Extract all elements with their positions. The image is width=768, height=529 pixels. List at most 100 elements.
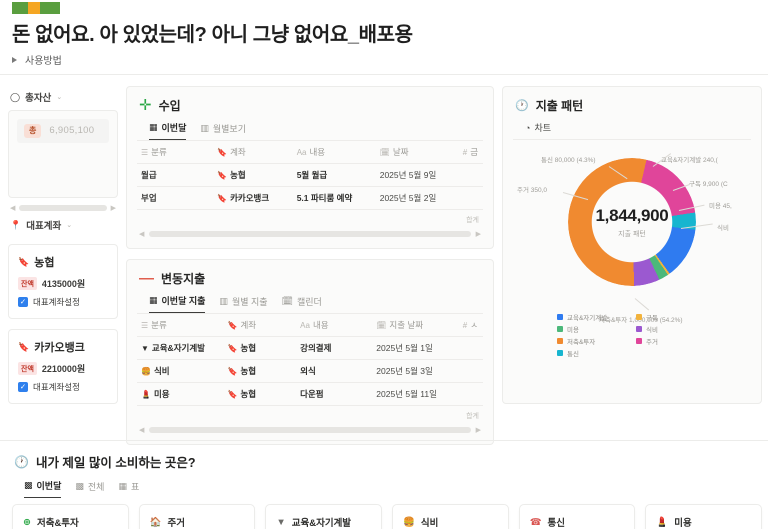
account-default-row[interactable]: ✓ 대표계좌설정 xyxy=(18,296,108,308)
chart-annotation: 식비 xyxy=(717,225,729,232)
legend-item[interactable]: 식비 xyxy=(636,324,707,334)
scroll-right-icon[interactable]: ▶ xyxy=(110,205,116,212)
tab-expense-calendar[interactable]: 🗓 캘린더 xyxy=(282,295,322,313)
donut-graphic: 1,844,900 지출 패턴 xyxy=(568,158,696,286)
expense-table-scrollbar[interactable]: ◀ ▶ xyxy=(137,423,483,436)
tab-bottom-table[interactable]: ▦ 표 xyxy=(118,480,139,498)
col-amount[interactable]: # ㅅ xyxy=(458,313,483,337)
category-icon: ▼ xyxy=(141,344,149,353)
account-card[interactable]: 🔖 카카오뱅크 잔액 2210000원 ✓ 대표계좌설정 xyxy=(8,329,118,404)
col-date[interactable]: 🗓 날짜 xyxy=(375,140,459,164)
leader-line xyxy=(634,298,650,311)
table-row[interactable]: 월급 🔖 농협 5월 월급 2025년 5월 9일 xyxy=(137,163,483,187)
bottom-title-row: 🕐 내가 제일 많이 소비하는 곳은? xyxy=(10,448,762,479)
table-row[interactable]: 💄 미용 🔖 농협 다운펌 2025년 5월 11일 xyxy=(137,382,483,406)
table-icon: ▦ xyxy=(149,295,158,305)
col-category[interactable]: ☰ 분류 xyxy=(137,313,224,337)
income-panel: ✛ 수입 ▦ 이번달 ▥ 월별보기 ☰ 분류 🔖 계좌 Aa 내용 xyxy=(126,86,494,249)
scroll-track[interactable] xyxy=(149,231,471,237)
table-row[interactable]: 🍔 식비 🔖 농협 외식 2025년 5월 3일 xyxy=(137,359,483,383)
legend-swatch xyxy=(636,314,642,320)
account-default-row[interactable]: ✓ 대표계좌설정 xyxy=(18,381,108,393)
tab-label: 이번달 xyxy=(161,123,187,133)
col-account[interactable]: 🔖 계좌 xyxy=(213,140,293,164)
checkbox-checked-icon[interactable]: ✓ xyxy=(18,297,28,307)
usage-toggle[interactable]: 사용방법 xyxy=(12,52,62,67)
cell-amount xyxy=(458,359,483,383)
cell-memo: 외식 xyxy=(296,359,373,383)
donut-ring[interactable] xyxy=(568,158,696,286)
pin-icon: 📍 xyxy=(10,219,22,230)
tab-bottom-this-month[interactable]: ▩ 이번달 xyxy=(24,479,62,498)
scroll-track[interactable] xyxy=(19,205,107,211)
legend-item[interactable]: 주거 xyxy=(636,336,707,346)
legend-item[interactable]: 교육&자기계발 xyxy=(557,312,628,322)
col-category[interactable]: ☰ 분류 xyxy=(137,140,214,164)
col-memo[interactable]: Aa 내용 xyxy=(292,140,376,164)
cell-category: 부업 xyxy=(137,186,214,210)
total-asset-header[interactable]: ◯ 총자산 ⌄ xyxy=(8,86,118,110)
expense-tabs[interactable]: ▦ 이번달 지출 ▥ 월별 지출 🗓 캘린더 xyxy=(137,294,483,313)
tab-chart[interactable]: ◔ 차트 xyxy=(525,121,551,139)
spending-pattern-panel: 🕐 지출 패턴 ◔ 차트 1,844,900 지출 패턴 통신 80,000 ( xyxy=(502,86,762,404)
cell-memo: 5.1 파티룸 예약 xyxy=(292,186,376,210)
cell-date: 2025년 5월 2일 xyxy=(375,186,459,210)
main-account-header[interactable]: 📍 대표계좌 ⌄ xyxy=(8,214,118,238)
tab-bottom-all[interactable]: ▩ 전체 xyxy=(75,480,104,498)
legend-item[interactable]: 통신 xyxy=(557,348,628,358)
spending-card[interactable]: 🍔 식비 xyxy=(392,504,509,529)
tab-income-monthly[interactable]: ▥ 월별보기 xyxy=(200,122,246,140)
tab-expense-monthly[interactable]: ▥ 월별 지출 xyxy=(219,295,267,313)
bookmark-icon: 🔖 xyxy=(18,256,30,267)
card-label: 식비 xyxy=(420,518,439,529)
spending-cards-row: ⊕ 저축&투자 🏠 주거 ▼ 교육&자기계발 🍔 식비 ☎ 통신 💄 미용 xyxy=(10,504,763,529)
spending-card[interactable]: ⊕ 저축&투자 xyxy=(12,504,129,529)
col-date[interactable]: 🗓 지출 날짜 xyxy=(372,313,459,337)
donut-total-value: 1,844,900 xyxy=(595,205,669,225)
scroll-left-icon[interactable]: ◀ xyxy=(10,205,16,212)
account-balance-row: 잔액 4135000원 xyxy=(18,277,108,290)
scroll-right-icon[interactable]: ▶ xyxy=(475,231,481,238)
income-title: 수입 xyxy=(158,99,181,113)
board-icon: ▥ xyxy=(219,296,228,306)
spending-card[interactable]: ☎ 통신 xyxy=(518,504,636,529)
spending-card[interactable]: 🏠 주거 xyxy=(138,504,256,529)
total-asset-row[interactable]: 총 6,905,100 xyxy=(17,119,109,143)
category-icon: ▼ xyxy=(276,516,286,528)
tab-income-this-month[interactable]: ▦ 이번달 xyxy=(149,121,187,140)
chart-annotation: 저축&투자 1,000,000 (54.2%) xyxy=(599,317,683,324)
legend-item[interactable]: 저축&투자 xyxy=(557,336,628,346)
bottom-tabs[interactable]: ▩ 이번달 ▩ 전체 ▦ 표 xyxy=(10,479,762,498)
scroll-left-icon[interactable]: ◀ xyxy=(139,427,145,434)
col-memo[interactable]: Aa 내용 xyxy=(296,313,373,337)
category-icon: ☎ xyxy=(529,516,542,528)
legend-item[interactable]: 구독 xyxy=(636,312,707,322)
table-row[interactable]: 부업 🔖 카카오뱅크 5.1 파티룸 예약 2025년 5월 2일 xyxy=(137,186,483,210)
legend-item[interactable]: 미용 xyxy=(557,324,628,334)
col-account[interactable]: 🔖 계좌 xyxy=(223,313,297,337)
income-tabs[interactable]: ▦ 이번달 ▥ 월별보기 xyxy=(137,121,483,140)
cell-memo: 다운펌 xyxy=(296,382,373,406)
scroll-track[interactable] xyxy=(149,427,471,433)
col-amount[interactable]: # 금 xyxy=(458,140,483,164)
table-row[interactable]: ▼ 교육&자기계발 🔖 농협 강의결제 2025년 5월 1일 xyxy=(137,336,483,360)
tab-label: 표 xyxy=(130,482,140,492)
account-card[interactable]: 🔖 농협 잔액 4135000원 ✓ 대표계좌설정 xyxy=(8,244,118,319)
scroll-right-icon[interactable]: ▶ xyxy=(475,427,481,434)
top-spending-section: 🕐 내가 제일 많이 소비하는 곳은? ▩ 이번달 ▩ 전체 ▦ 표 ⊕ 저축&… xyxy=(10,448,763,529)
tab-expense-this-month[interactable]: ▦ 이번달 지출 xyxy=(149,294,206,313)
pattern-tabs[interactable]: ◔ 차트 xyxy=(513,121,751,140)
sidebar-scrollbar[interactable]: ◀ ▶ xyxy=(10,204,116,212)
donut-chart: 1,844,900 지출 패턴 통신 80,000 (4.3%) 주거 350,… xyxy=(513,140,751,358)
pattern-panel-wrap: 🕐 지출 패턴 ◔ 차트 1,844,900 지출 패턴 통신 80,000 ( xyxy=(502,86,762,404)
spending-card[interactable]: ▼ 교육&자기계발 xyxy=(265,504,383,529)
income-table-scrollbar[interactable]: ◀ ▶ xyxy=(137,227,483,240)
scroll-left-icon[interactable]: ◀ xyxy=(139,231,145,238)
checkbox-checked-icon[interactable]: ✓ xyxy=(18,382,28,392)
spending-card[interactable]: 💄 미용 xyxy=(645,504,763,529)
clock-icon: 🕐 xyxy=(515,100,529,112)
cell-date: 2025년 5월 1일 xyxy=(372,336,459,360)
text-icon: Aa xyxy=(296,148,307,157)
total-asset-amount: 6,905,100 xyxy=(49,125,95,137)
logo-segment-mid xyxy=(27,2,41,14)
